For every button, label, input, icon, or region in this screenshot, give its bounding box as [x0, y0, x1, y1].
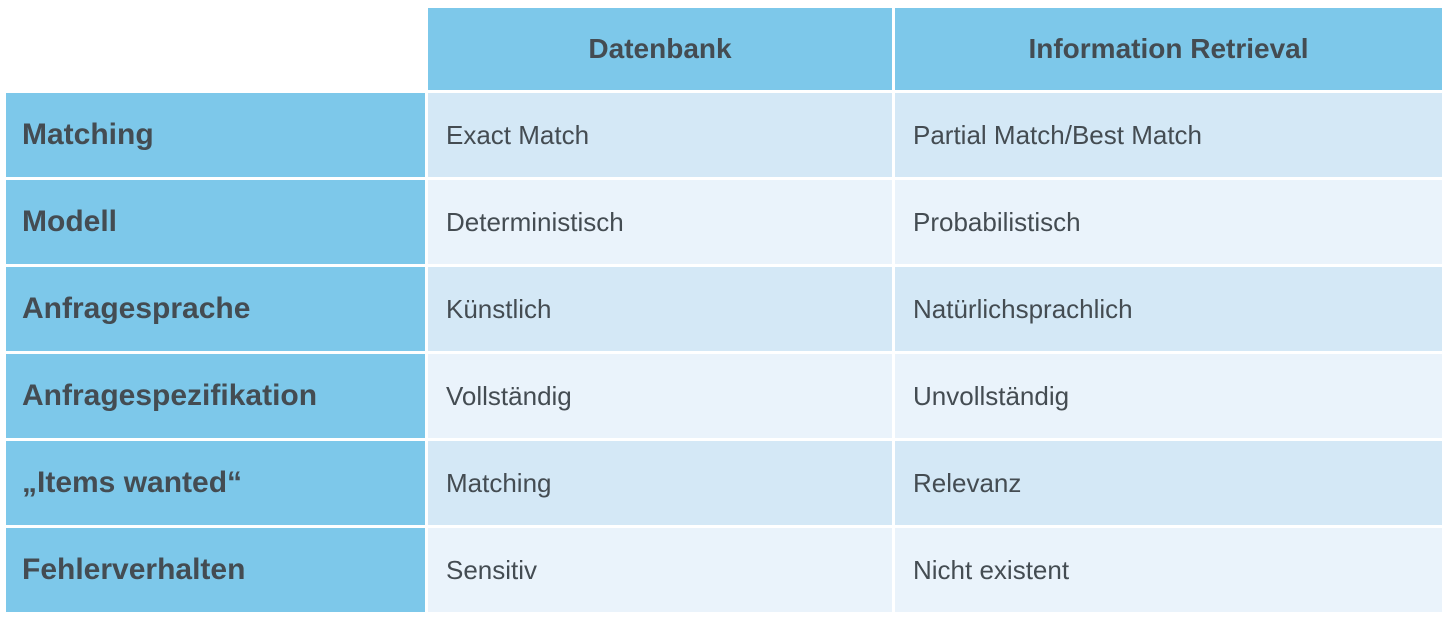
cell-modell-ir: Probabilistisch: [895, 180, 1442, 264]
cell-fehlerverhalten-datenbank: Sensitiv: [428, 528, 892, 612]
row-header-matching: Matching: [6, 93, 425, 177]
row-header-fehlerverhalten: Fehlerverhalten: [6, 528, 425, 612]
cell-anfragespezifikation-datenbank: Vollständig: [428, 354, 892, 438]
cell-anfragespezifikation-ir: Unvollständig: [895, 354, 1442, 438]
table-corner: [6, 8, 425, 90]
column-header-information-retrieval: Information Retrieval: [895, 8, 1442, 90]
cell-modell-datenbank: Deterministisch: [428, 180, 892, 264]
cell-items-wanted-datenbank: Matching: [428, 441, 892, 525]
row-header-anfragespezifikation: Anfragespezifikation: [6, 354, 425, 438]
cell-matching-ir: Partial Match/Best Match: [895, 93, 1442, 177]
comparison-table: Datenbank Information Retrieval Matching…: [6, 8, 1442, 612]
cell-anfragesprache-ir: Natürlichsprachlich: [895, 267, 1442, 351]
cell-matching-datenbank: Exact Match: [428, 93, 892, 177]
cell-anfragesprache-datenbank: Künstlich: [428, 267, 892, 351]
row-header-modell: Modell: [6, 180, 425, 264]
column-header-datenbank: Datenbank: [428, 8, 892, 90]
row-header-anfragesprache: Anfragesprache: [6, 267, 425, 351]
cell-items-wanted-ir: Relevanz: [895, 441, 1442, 525]
row-header-items-wanted: „Items wanted“: [6, 441, 425, 525]
cell-fehlerverhalten-ir: Nicht existent: [895, 528, 1442, 612]
